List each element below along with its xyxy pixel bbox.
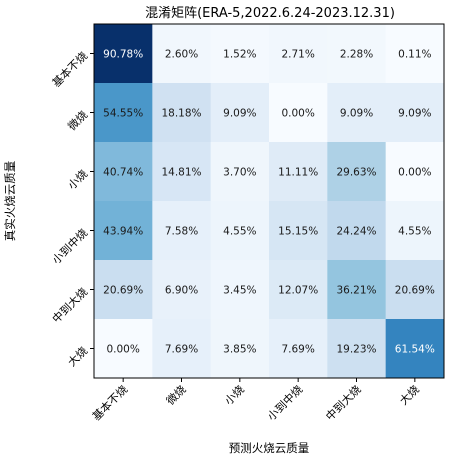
cell-value-label: 7.58% xyxy=(165,226,198,238)
heatmap-cell xyxy=(94,83,153,143)
chart-title: 混淆矩阵(ERA-5,2022.6.24-2023.12.31) xyxy=(145,6,395,21)
heatmap-cell xyxy=(327,201,387,261)
heatmap-cell xyxy=(210,319,270,379)
heatmap-cell xyxy=(385,201,445,261)
cell-value-label: 18.18% xyxy=(161,108,201,120)
y-tick-label: 小烧 xyxy=(65,167,90,192)
x-tick-label: 基本不烧 xyxy=(89,382,130,423)
heatmap-cell xyxy=(269,24,328,84)
cell-value-label: 54.55% xyxy=(103,108,143,120)
x-tick-label: 中到大烧 xyxy=(323,382,364,423)
cell-value-label: 9.09% xyxy=(398,108,431,120)
cell-value-label: 90.78% xyxy=(103,49,143,61)
x-tick-label: 小烧 xyxy=(222,383,247,408)
heatmap-cells: 90.78% 2.60% 1.52% 2.71% 2.28% 0.11% 54.55% 18.… xyxy=(94,24,445,379)
heatmap-cell xyxy=(152,201,212,261)
cell-value-label: 43.94% xyxy=(103,226,143,238)
heatmap-cell xyxy=(152,319,212,379)
cell-value-label: 11.11% xyxy=(278,167,318,179)
heatmap-cell xyxy=(385,260,445,320)
cell-value-label: 0.00% xyxy=(398,167,431,179)
cell-value-label: 4.55% xyxy=(398,226,431,238)
heatmap-cell xyxy=(210,24,270,84)
cell-value-label: 9.09% xyxy=(223,108,256,120)
cell-value-label: 40.74% xyxy=(103,167,143,179)
cell-value-label: 2.71% xyxy=(281,49,314,61)
heatmap-cell xyxy=(94,319,153,379)
heatmap-cell xyxy=(269,142,328,202)
heatmap-cell xyxy=(385,24,445,84)
y-tick-label: 小到中烧 xyxy=(50,226,90,266)
cell-value-label: 7.69% xyxy=(165,344,198,356)
cell-value-label: 12.07% xyxy=(278,285,318,297)
x-tick-label: 微烧 xyxy=(163,382,188,407)
cell-value-label: 6.90% xyxy=(165,285,198,297)
cell-value-label: 36.21% xyxy=(336,285,376,297)
cell-value-label: 24.24% xyxy=(336,226,376,238)
y-tick-label: 大烧 xyxy=(65,344,90,369)
heatmap-cell xyxy=(94,24,153,84)
heatmap-cell xyxy=(210,260,270,320)
y-tick-label: 微烧 xyxy=(65,108,90,133)
heatmap-cell xyxy=(210,142,270,202)
cell-value-label: 2.60% xyxy=(165,49,198,61)
cell-value-label: 0.11% xyxy=(398,49,431,61)
heatmap-cell xyxy=(94,142,153,202)
heatmap-cell xyxy=(269,201,328,261)
cell-value-label: 3.45% xyxy=(223,285,256,297)
heatmap-cell xyxy=(327,24,387,84)
heatmap-cell xyxy=(94,201,153,261)
heatmap-cell xyxy=(269,319,328,379)
cell-value-label: 1.52% xyxy=(223,49,256,61)
heatmap-cell xyxy=(269,260,328,320)
heatmap-cell xyxy=(152,24,212,84)
x-tick-label: 小到中烧 xyxy=(265,383,305,423)
heatmap-cell xyxy=(327,319,387,379)
cell-value-label: 3.85% xyxy=(223,344,256,356)
heatmap-cell xyxy=(385,83,445,143)
heatmap-cell xyxy=(94,260,153,320)
y-tick-label: 基本不烧 xyxy=(49,49,90,90)
heatmap-cell xyxy=(152,142,212,202)
cell-value-label: 9.09% xyxy=(340,108,373,120)
cell-value-label: 2.28% xyxy=(340,49,373,61)
cell-value-label: 3.70% xyxy=(223,167,256,179)
heatmap-cell xyxy=(210,83,270,143)
heatmap-cell xyxy=(385,319,445,379)
heatmap-cell xyxy=(327,142,387,202)
cell-value-label: 7.69% xyxy=(281,344,314,356)
heatmap-cell xyxy=(327,260,387,320)
cell-value-label: 20.69% xyxy=(103,285,143,297)
x-tick-label: 大烧 xyxy=(396,382,421,407)
cell-value-label: 29.63% xyxy=(336,167,376,179)
cell-value-label: 4.55% xyxy=(223,226,256,238)
y-axis-title: 真实火烧云质量 xyxy=(3,161,17,242)
heatmap-cell xyxy=(152,83,212,143)
cell-value-label: 15.15% xyxy=(278,226,318,238)
heatmap-cell xyxy=(269,83,328,143)
plot-frame xyxy=(93,23,445,379)
x-axis-title: 预测火烧云质量 xyxy=(229,441,310,455)
cell-value-label: 20.69% xyxy=(395,285,435,297)
heatmap-cell xyxy=(385,142,445,202)
heatmap-cell xyxy=(327,83,387,143)
cell-value-label: 19.23% xyxy=(336,344,376,356)
heatmap-cell xyxy=(210,201,270,261)
heatmap-cell xyxy=(152,260,212,320)
cell-value-label: 61.54% xyxy=(395,344,435,356)
cell-value-label: 0.00% xyxy=(281,108,314,120)
y-tick-label: 中到大烧 xyxy=(49,285,90,326)
cell-value-label: 0.00% xyxy=(106,344,139,356)
cell-value-label: 14.81% xyxy=(161,167,201,179)
